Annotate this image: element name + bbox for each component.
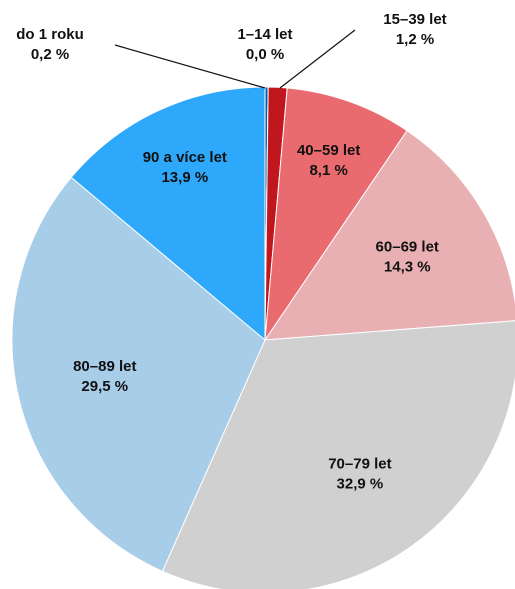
- slice-label: 70–79 let: [328, 455, 391, 472]
- leader-line: [279, 29, 356, 89]
- slice-label: 15–39 let: [383, 11, 446, 28]
- slice-value-label: 0,0 %: [246, 46, 284, 63]
- slice-value-label: 1,2 %: [396, 31, 434, 48]
- leader-line: [114, 44, 266, 89]
- slice-value-label: 0,2 %: [31, 46, 69, 63]
- slice-value-label: 29,5 %: [81, 378, 128, 395]
- slice-value-label: 32,9 %: [337, 475, 384, 492]
- pie-slice: [264, 87, 408, 342]
- slice-label: 80–89 let: [73, 358, 136, 375]
- slice-label: 90 a více let: [143, 149, 227, 166]
- slice-label: 1–14 let: [237, 26, 292, 43]
- slice-value-label: 13,9 %: [161, 169, 208, 186]
- slice-label: 60–69 let: [376, 238, 439, 255]
- slice-label: do 1 roku: [16, 26, 84, 43]
- slice-label: 40–59 let: [297, 142, 360, 159]
- pie-slice: [161, 320, 515, 589]
- pie-slice: [11, 176, 266, 572]
- pie-slice: [70, 86, 266, 342]
- slice-value-label: 8,1 %: [309, 162, 347, 179]
- slice-value-label: 14,3 %: [384, 258, 431, 275]
